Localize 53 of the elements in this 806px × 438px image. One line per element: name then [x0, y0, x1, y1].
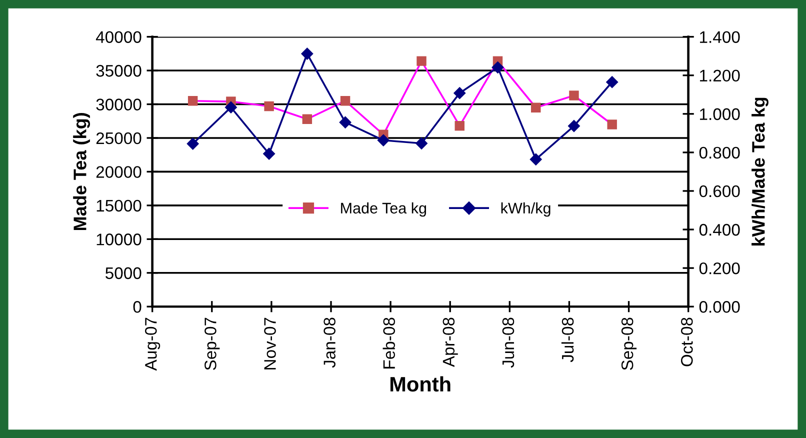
y-tick-label: 40000: [96, 31, 142, 43]
x-axis-title: Month: [390, 376, 450, 392]
point: [530, 153, 542, 166]
point: [300, 48, 314, 60]
y-tick-label: 5000: [106, 267, 142, 280]
y2-tick-label: 1.400: [700, 31, 740, 43]
y-tick-label: 25000: [96, 132, 142, 144]
point: [264, 101, 274, 112]
point: [415, 137, 428, 150]
point: [492, 61, 504, 74]
point: [339, 116, 352, 129]
x-tick-label: Sep-08: [621, 318, 637, 370]
point: [188, 96, 198, 106]
point: [454, 120, 464, 131]
point: [416, 56, 426, 66]
x-tick-label: Sep-07: [204, 318, 220, 370]
point: [186, 138, 200, 150]
point: [569, 90, 579, 100]
x-tick-label: Feb-08: [382, 318, 396, 368]
y-tick-label: 0: [133, 301, 142, 313]
point: [531, 102, 541, 112]
point: [262, 148, 276, 160]
point: [302, 114, 312, 124]
y2-axis-title: kWh/Made Tea kg: [752, 98, 768, 246]
legend-label: kWh/kg: [501, 202, 550, 217]
point: [453, 86, 466, 100]
x-tick-label: Jun-08: [502, 318, 514, 368]
y2-tick-label: 1.000: [700, 108, 740, 120]
y2-tick-label: 1.200: [700, 70, 740, 82]
y2-tick-label: 0.400: [699, 224, 740, 236]
point: [607, 120, 617, 130]
y2-tick-label: 0.200: [699, 262, 740, 274]
point: [340, 96, 350, 106]
y-tick-label: 20000: [96, 166, 142, 178]
y2-tick-label: 0.800: [699, 146, 740, 159]
y-tick-label: 30000: [96, 98, 142, 110]
point: [606, 76, 618, 88]
x-tick-label: Oct-08: [680, 318, 693, 366]
y-tick-label: 10000: [96, 234, 142, 246]
point: [224, 101, 238, 114]
point: [377, 134, 390, 146]
x-tick-label: Nov-07: [264, 318, 276, 370]
x-tick-label: Jan-08: [324, 318, 336, 368]
x-tick-label: Apr-08: [442, 318, 458, 368]
y2-tick-label: 0.600: [699, 185, 740, 198]
legend-label: Made Tea kg: [341, 202, 426, 217]
y-tick-label: 15000: [96, 200, 142, 212]
x-tick-label: Aug-07: [145, 318, 160, 371]
y-tick-label: 35000: [96, 64, 142, 77]
y-axis-title: Made Tea (kg): [73, 113, 90, 230]
y2-tick-label: 0.000: [699, 301, 740, 313]
x-tick-label: Jul-08: [561, 318, 574, 362]
point: [568, 120, 580, 132]
